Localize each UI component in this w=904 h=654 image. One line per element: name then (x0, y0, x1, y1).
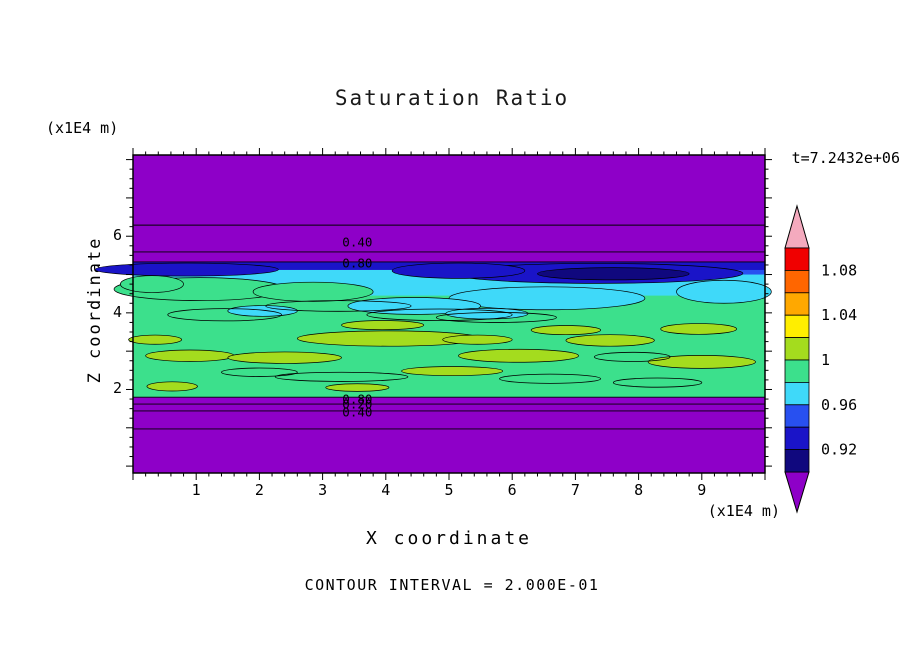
contour-blob (227, 305, 298, 317)
x-tick-label: 2 (254, 481, 264, 499)
contour-blob (442, 334, 513, 345)
contour-blob (325, 383, 390, 392)
contour-blob (145, 349, 235, 362)
contour-blob (537, 267, 690, 281)
colorbar-label: 0.96 (821, 396, 857, 414)
colorbar-segment (784, 292, 810, 316)
contour-blob (660, 323, 737, 335)
colorbar-segment (784, 247, 810, 271)
x-tick-label: 1 (191, 481, 201, 499)
colorbar-label: 1 (821, 351, 830, 369)
colorbar: 1.08 1.04 1 0.96 0.92 (784, 204, 857, 514)
contour-blob (676, 279, 772, 304)
x-tick-label: 4 (381, 481, 391, 499)
y-tick-label: 2 (112, 379, 122, 398)
contour-ring (265, 300, 412, 312)
contour-blob (120, 275, 184, 293)
x-tick-label: 9 (697, 481, 707, 499)
x-tick-label: 5 (444, 481, 454, 499)
contour-blob (341, 320, 425, 331)
contour-value-label: 0.20 (342, 396, 373, 412)
y-tick-label: 4 (112, 302, 122, 321)
y-tick-label: 6 (112, 226, 122, 245)
contour-ring (612, 377, 703, 388)
contour-blob (252, 281, 374, 302)
contour-plot (94, 148, 772, 480)
contour-blob (458, 348, 579, 363)
colorbar-label: 1.04 (821, 306, 857, 324)
contour-ring (435, 312, 557, 323)
colorbar-label: 0.92 (821, 441, 857, 459)
x-tick-label: 7 (570, 481, 580, 499)
contour-blob (128, 334, 183, 345)
contour-ring (593, 351, 671, 362)
contour-ring (167, 308, 282, 322)
time-annotation: t=7.2432e+06 (791, 149, 900, 167)
x-tick-label: 8 (634, 481, 644, 499)
x-tick-label: 3 (318, 481, 328, 499)
contour-interval-note: CONTOUR INTERVAL = 2.000E-01 (304, 576, 600, 594)
colorbar-segment (784, 314, 810, 338)
colorbar-under-arrow (784, 471, 810, 514)
contour-value-label: 0.40 (342, 404, 373, 420)
x-tick-label: 6 (507, 481, 517, 499)
colorbar-segment (784, 404, 810, 428)
contour-value-label: 0.80 (342, 391, 373, 407)
contour-ring (274, 371, 409, 382)
contour-value-label: 0.40 (342, 234, 373, 250)
contour-blob (530, 325, 602, 336)
colorbar-segment (784, 381, 810, 406)
plot-frame (132, 154, 766, 474)
colorbar-segment (784, 270, 810, 294)
contour-blob (565, 334, 655, 347)
x-axis-title: X coordinate (365, 528, 533, 549)
colorbar-segment (784, 337, 810, 361)
contour-blob (146, 381, 198, 392)
contour-blob (401, 366, 504, 377)
contour-value-label: 0.80 (342, 255, 373, 271)
colorbar-over-arrow (784, 204, 810, 249)
colorbar-label: 1.08 (821, 261, 857, 279)
contour-ring (499, 373, 602, 384)
contour-blob (647, 355, 756, 369)
contour-blob (448, 286, 646, 311)
contour-blob (94, 262, 279, 277)
contour-ring (366, 308, 513, 321)
x-axis-unit-label: (x1E4 m) (707, 502, 780, 520)
colorbar-segment (784, 426, 810, 450)
colorbar-segment (784, 449, 810, 473)
y-axis-unit-label: (x1E4 m) (46, 119, 119, 137)
contour-blob (391, 262, 526, 279)
colorbar-segment (784, 359, 810, 383)
contour-ring (221, 367, 298, 377)
contour-blob (227, 351, 342, 364)
chart-title: Saturation Ratio (334, 86, 570, 110)
